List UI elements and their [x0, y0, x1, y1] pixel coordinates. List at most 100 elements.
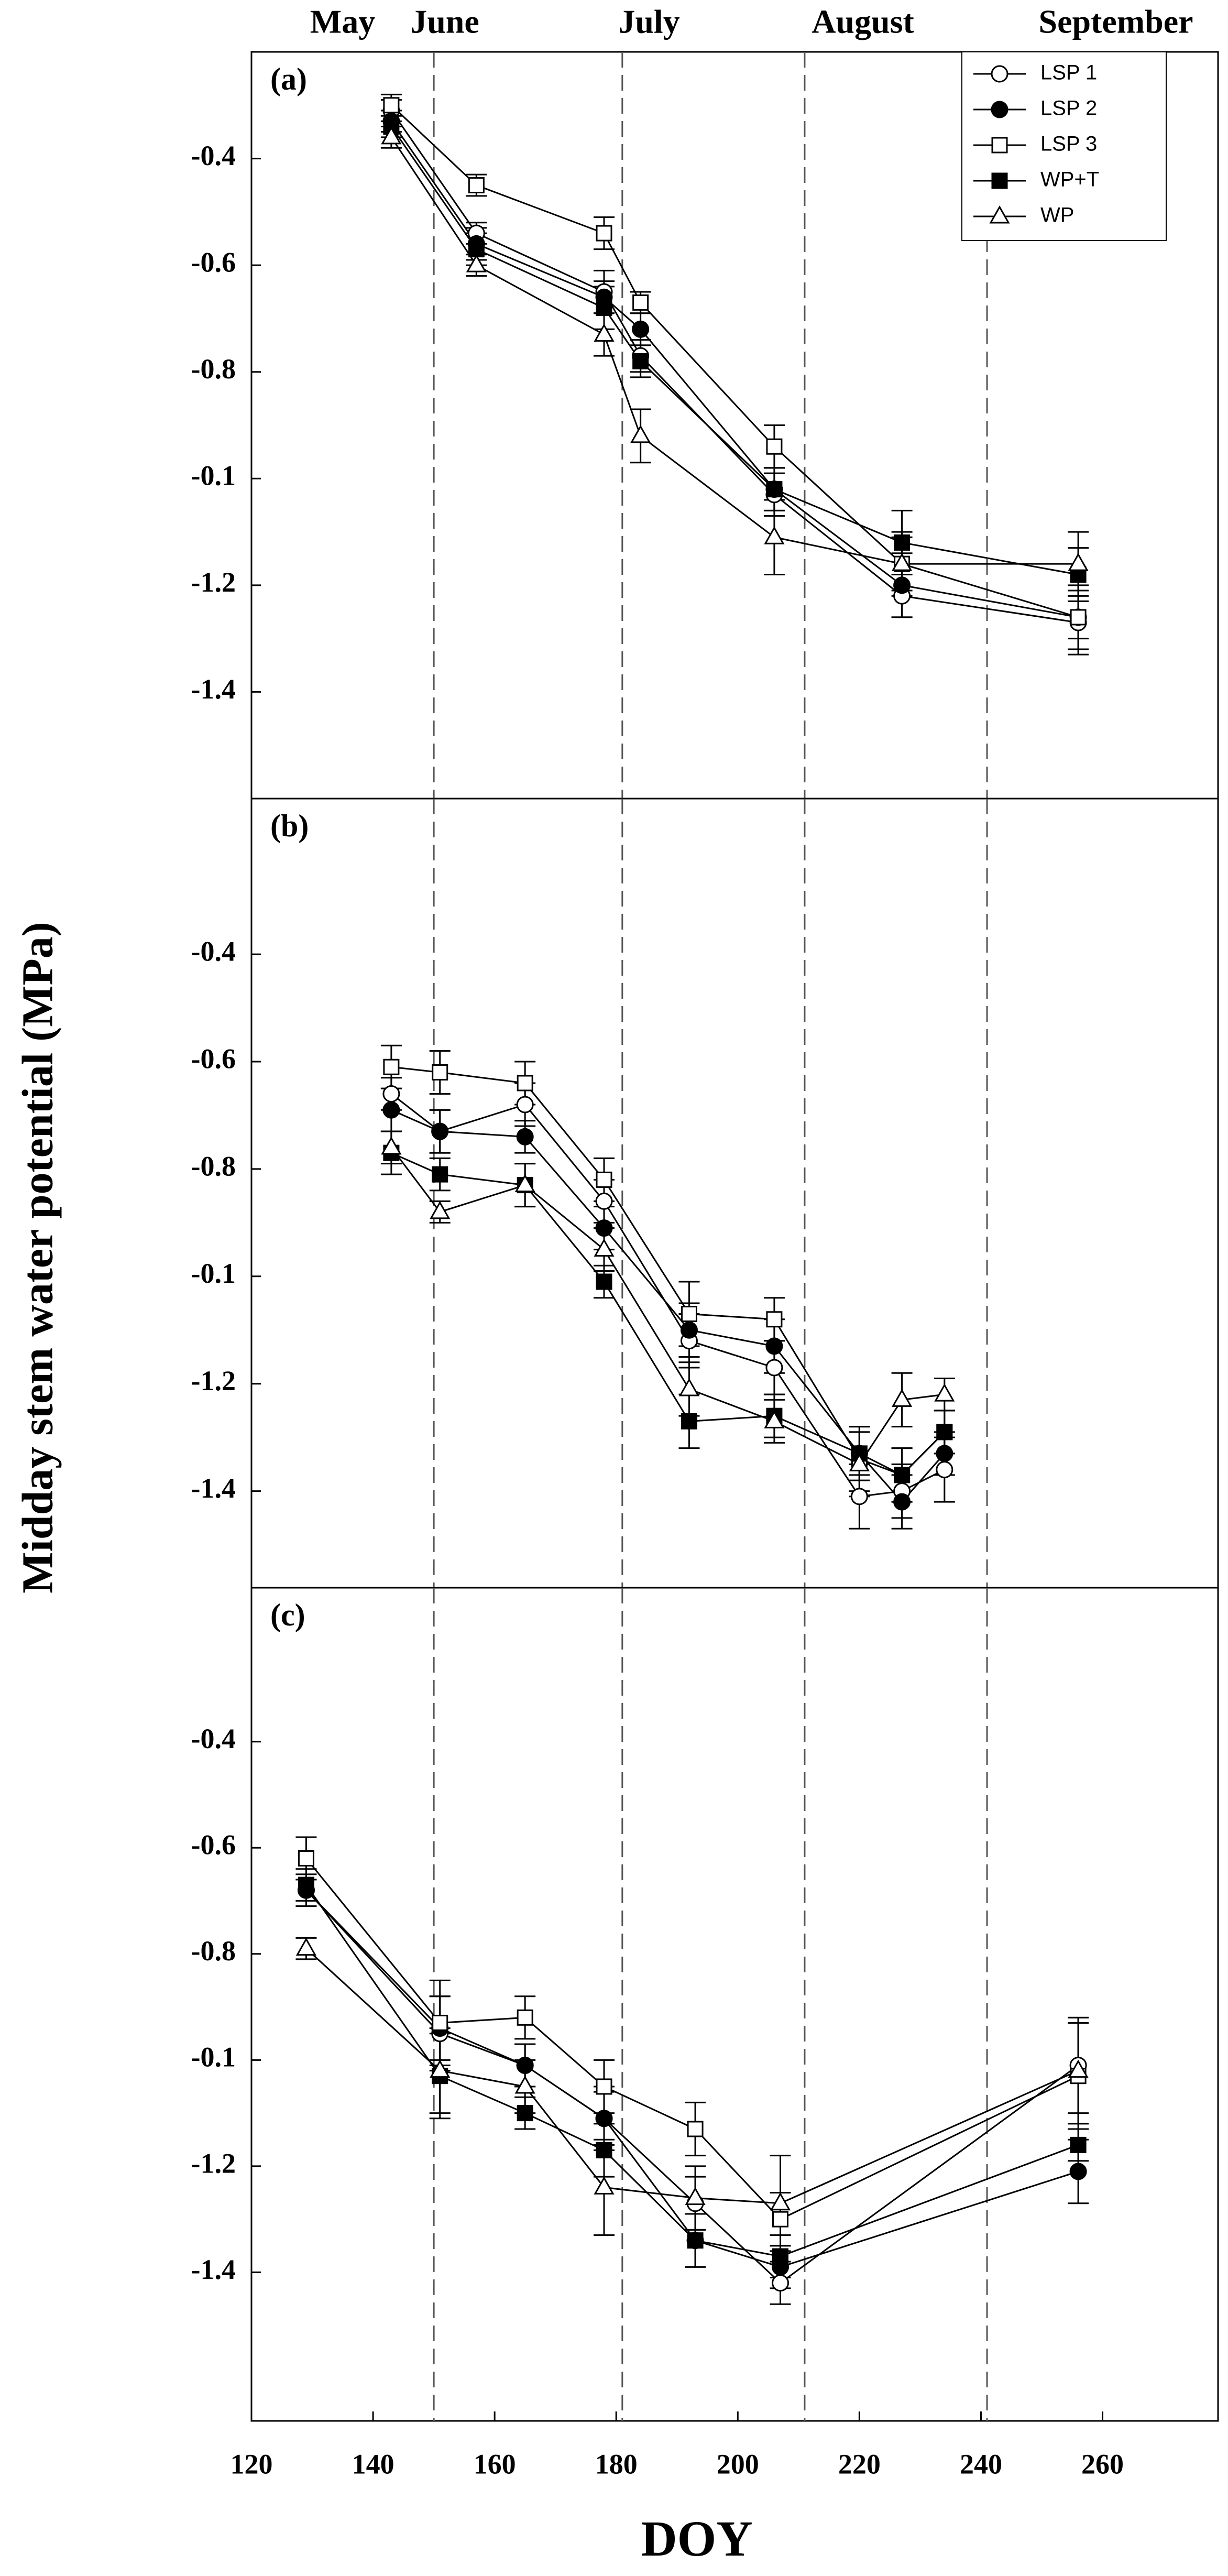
marker	[594, 2176, 615, 2195]
panel-frame	[250, 1587, 1219, 2422]
series-line	[305, 1858, 1079, 2220]
series-line	[391, 1066, 945, 1476]
y-tick-label: -1.4	[191, 1472, 236, 1504]
x-tick-label: 180	[595, 2448, 638, 2480]
marker	[989, 205, 1010, 224]
x-axis-label: DOY	[641, 2510, 752, 2567]
marker	[772, 2211, 789, 2228]
month-label: June	[410, 3, 479, 40]
month-label: September	[1038, 3, 1193, 40]
marker	[894, 534, 911, 551]
legend-label: LSP 2	[1040, 97, 1097, 120]
month-label: August	[812, 3, 914, 40]
marker	[1069, 2163, 1087, 2180]
x-tick-label: 260	[1081, 2448, 1124, 2480]
marker	[596, 225, 612, 242]
legend-label: WP	[1040, 204, 1074, 227]
marker	[517, 2009, 533, 2026]
y-tick-label: -1.2	[191, 1365, 236, 1396]
marker	[765, 1337, 783, 1355]
y-axis-label: Midday stem water potential (MPa)	[13, 922, 62, 1593]
y-tick-label: -0.8	[191, 1935, 236, 1967]
marker	[630, 424, 651, 443]
marker	[991, 65, 1008, 83]
marker	[383, 1058, 400, 1075]
marker	[991, 172, 1008, 189]
month-label: July	[618, 3, 679, 40]
marker	[766, 1311, 783, 1328]
y-tick-label: -0.6	[191, 1043, 236, 1074]
marker	[849, 1453, 870, 1471]
marker	[382, 1101, 400, 1119]
marker	[383, 97, 400, 114]
marker	[632, 294, 649, 311]
x-tick-label: 240	[960, 2448, 1002, 2480]
legend-label: LSP 3	[1040, 133, 1097, 156]
marker	[295, 1937, 317, 1956]
series-line	[305, 1948, 1079, 2204]
marker	[936, 1424, 953, 1440]
x-tick-label: 120	[231, 2448, 273, 2480]
marker	[1070, 2136, 1087, 2153]
legend-label: LSP 1	[1040, 61, 1097, 84]
y-tick-label: -0.4	[191, 1723, 236, 1754]
marker	[430, 1200, 451, 1219]
marker	[432, 1166, 448, 1183]
marker	[680, 1321, 698, 1339]
marker	[681, 1413, 697, 1429]
marker	[936, 1445, 953, 1462]
marker	[516, 1096, 534, 1114]
marker	[632, 320, 650, 338]
marker	[517, 1075, 533, 1091]
marker	[766, 481, 783, 498]
marker	[892, 1389, 913, 1407]
marker	[681, 1306, 697, 1323]
marker	[514, 1174, 535, 1193]
marker	[431, 1122, 449, 1140]
y-tick-label: -0.8	[191, 1150, 236, 1182]
marker	[764, 526, 785, 544]
marker	[894, 1467, 911, 1483]
panel-label: (b)	[270, 809, 309, 843]
marker	[687, 2121, 704, 2137]
marker	[381, 126, 402, 145]
marker	[432, 2014, 448, 2031]
panel-label: (c)	[270, 1598, 305, 1632]
y-tick-label: -0.1	[191, 2042, 236, 2073]
marker	[764, 1410, 785, 1428]
y-tick-label: -1.2	[191, 566, 236, 598]
marker	[1068, 2059, 1089, 2078]
marker	[892, 553, 913, 571]
marker	[1070, 609, 1087, 626]
marker	[381, 1136, 402, 1155]
series-line	[305, 1890, 1079, 2284]
marker	[991, 137, 1008, 154]
marker	[468, 177, 485, 193]
marker	[936, 1461, 953, 1479]
marker	[893, 576, 911, 594]
marker	[687, 2232, 704, 2249]
marker	[432, 1064, 448, 1080]
marker	[516, 1128, 534, 1145]
marker	[991, 101, 1008, 118]
legend-label: WP+T	[1040, 168, 1099, 191]
marker	[298, 1876, 314, 1893]
month-label: May	[310, 3, 375, 40]
y-tick-label: -1.4	[191, 2254, 236, 2285]
marker	[382, 1085, 400, 1103]
y-tick-label: -1.4	[191, 673, 236, 705]
panel-label: (a)	[270, 62, 307, 96]
y-tick-label: -0.6	[191, 1829, 236, 1861]
marker	[595, 2110, 613, 2127]
marker	[594, 323, 615, 342]
y-tick-label: -0.4	[191, 935, 236, 967]
y-tick-label: -0.8	[191, 353, 236, 385]
marker	[934, 1383, 955, 1402]
marker	[596, 1273, 612, 1290]
y-tick-label: -0.4	[191, 140, 236, 171]
marker	[596, 1171, 612, 1188]
x-tick-label: 140	[352, 2448, 394, 2480]
marker	[466, 254, 487, 272]
y-tick-label: -0.1	[191, 460, 236, 492]
